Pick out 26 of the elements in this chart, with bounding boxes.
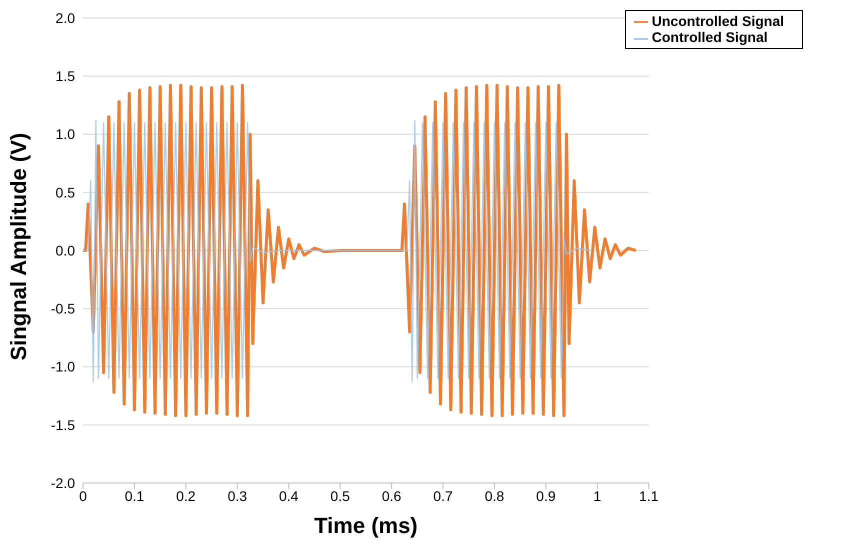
x-tick-label: 0 <box>79 488 88 504</box>
y-tick-label: 2.0 <box>56 10 76 26</box>
x-tick-label: 0.4 <box>279 488 299 504</box>
x-tick-label: 1.1 <box>639 488 659 504</box>
y-tick-label: 1.5 <box>56 68 76 84</box>
y-tick-label: -1.5 <box>50 416 76 433</box>
y-tick-label: 0.5 <box>56 184 76 200</box>
legend-label: Controlled Signal <box>652 29 768 46</box>
y-tick-label: -2.0 <box>50 474 76 491</box>
x-tick-label: 0.3 <box>228 488 248 504</box>
x-tick-label: 0.7 <box>433 488 453 504</box>
legend-label: Uncontrolled Signal <box>652 13 784 29</box>
line-series <box>83 120 593 382</box>
y-tick-label: 1.0 <box>56 126 76 142</box>
y-tick-label: -0.5 <box>50 300 76 317</box>
x-tick-label: 0.8 <box>484 488 504 504</box>
x-tick-label: 0.9 <box>536 488 556 504</box>
x-tick-label: 0.2 <box>176 488 196 504</box>
y-tick-label: -1.0 <box>50 358 76 375</box>
x-tick-label: 0.5 <box>330 488 350 504</box>
x-tick-label: 0.6 <box>382 488 402 504</box>
x-tick-label: 0.1 <box>124 488 144 504</box>
y-axis-title: Singnal Amplitude (V) <box>6 132 31 360</box>
y-tick-label: 0.0 <box>56 242 76 258</box>
x-axis-title: Time (ms) <box>314 513 418 538</box>
x-tick-label: 1 <box>593 488 602 504</box>
